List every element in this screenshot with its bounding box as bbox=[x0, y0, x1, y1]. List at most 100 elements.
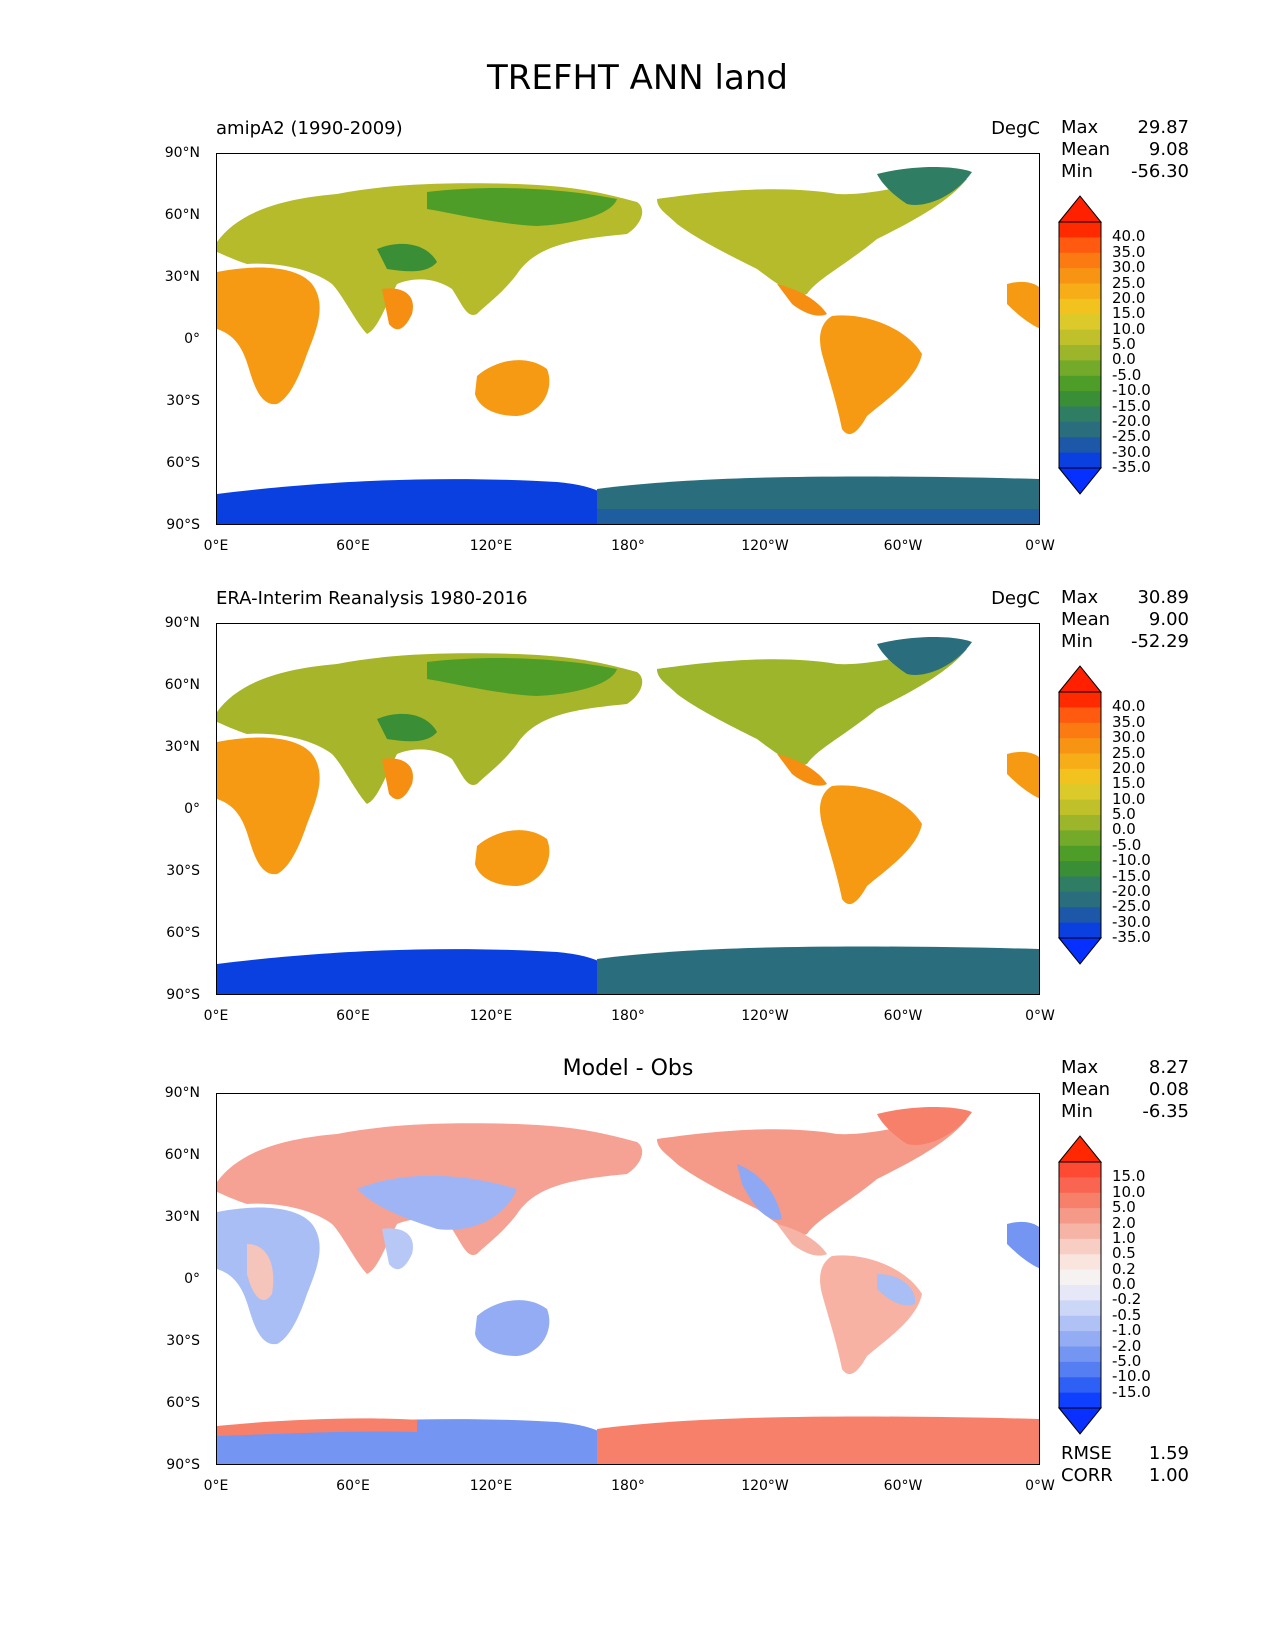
lat-label: 60°S bbox=[166, 925, 200, 941]
stat-min-value: -52.29 bbox=[1130, 631, 1189, 652]
colorbar-tick-label: -25.0 bbox=[1112, 897, 1151, 916]
colorbar-under-cap bbox=[1057, 1407, 1103, 1435]
colorbar-tick-label: 0.0 bbox=[1112, 350, 1136, 369]
stat-mean-label: Mean bbox=[1061, 1079, 1111, 1100]
lat-label: 60°S bbox=[166, 1395, 200, 1411]
colorbar-tick-label: 40.0 bbox=[1112, 227, 1146, 246]
colorbar-frame bbox=[1058, 691, 1102, 939]
colorbar-tick-label: -30.0 bbox=[1112, 442, 1151, 461]
lat-label: 0° bbox=[184, 1271, 200, 1287]
stat-mean-label: Mean bbox=[1061, 609, 1111, 630]
colorbar-frame bbox=[1058, 221, 1102, 469]
colorbar-segment bbox=[1059, 314, 1101, 331]
colorbar-tick-label: 35.0 bbox=[1112, 712, 1146, 731]
map-plot bbox=[216, 1093, 1040, 1465]
colorbar-tick-label: 15.0 bbox=[1112, 774, 1146, 793]
lat-label: 60°S bbox=[166, 455, 200, 471]
colorbar-segment bbox=[1059, 1346, 1101, 1363]
colorbar-tick-label: 1.0 bbox=[1112, 1228, 1136, 1247]
colorbar-tick-label: 5.0 bbox=[1112, 805, 1136, 823]
colorbar-segment bbox=[1059, 692, 1101, 708]
colorbar-tick-label: -5.0 bbox=[1112, 365, 1142, 384]
colorbar-segment bbox=[1059, 830, 1101, 847]
lat-label: 60°N bbox=[164, 1147, 200, 1163]
stat-max-label: Max bbox=[1061, 117, 1099, 138]
colorbar-segment bbox=[1059, 891, 1101, 908]
colorbar-segment bbox=[1059, 876, 1101, 893]
lon-label: 0°W bbox=[1025, 1478, 1055, 1494]
colorbar-tick-label: -10.0 bbox=[1112, 381, 1151, 400]
colorbar-tick-label: -10.0 bbox=[1112, 1367, 1151, 1386]
colorbar-segment bbox=[1059, 815, 1101, 831]
stat-min-value: -6.35 bbox=[1142, 1101, 1189, 1122]
colorbar-segment bbox=[1059, 907, 1101, 924]
stat-mean-value: 0.08 bbox=[1148, 1079, 1189, 1100]
corr-label: CORR bbox=[1061, 1465, 1113, 1486]
map-plot bbox=[216, 623, 1040, 995]
stats-block: Max 30.89 Mean 9.00 Min -52.29 bbox=[1061, 587, 1189, 653]
lat-label: 60°N bbox=[164, 677, 200, 693]
colorbar-tick-label: 0.0 bbox=[1112, 820, 1136, 839]
lon-label: 0°W bbox=[1025, 1008, 1055, 1024]
colorbar-segment bbox=[1059, 1269, 1101, 1286]
panel-left-title: amipA2 (1990-2009) bbox=[216, 118, 403, 139]
stat-min-label: Min bbox=[1061, 631, 1093, 652]
colorbar-segment bbox=[1059, 345, 1101, 361]
colorbar-tick-label: 10.0 bbox=[1112, 319, 1146, 338]
lat-label: 0° bbox=[184, 331, 200, 347]
lat-label: 30°N bbox=[164, 739, 200, 755]
colorbar-tick-label: -30.0 bbox=[1112, 912, 1151, 931]
lat-label: 30°S bbox=[166, 1333, 200, 1349]
colorbar-segment bbox=[1059, 1177, 1101, 1194]
panel-units: DegC bbox=[991, 588, 1040, 609]
lon-label: 120°W bbox=[741, 1008, 789, 1024]
colorbar-tick-label: 15.0 bbox=[1112, 1167, 1146, 1186]
rmse-value: 1.59 bbox=[1148, 1443, 1189, 1464]
colorbar-under-cap bbox=[1057, 937, 1103, 965]
colorbar-tick-label: 15.0 bbox=[1112, 304, 1146, 323]
lat-label: 90°N bbox=[164, 145, 200, 161]
colorbar-tick-label: -10.0 bbox=[1112, 851, 1151, 870]
colorbar-segment bbox=[1059, 1208, 1101, 1224]
lat-label: 90°S bbox=[166, 987, 200, 1003]
colorbar-tick-label: 2.0 bbox=[1112, 1213, 1136, 1232]
colorbar-tick-label: 40.0 bbox=[1112, 697, 1146, 716]
lat-label: 30°N bbox=[164, 1209, 200, 1225]
colorbar-segment bbox=[1059, 738, 1101, 754]
colorbar bbox=[1057, 665, 1103, 969]
colorbar-segment bbox=[1059, 298, 1101, 315]
colorbar-segment bbox=[1059, 391, 1101, 407]
lat-label: 90°N bbox=[164, 615, 200, 631]
colorbar-segment bbox=[1059, 1331, 1101, 1347]
lon-label: 60°E bbox=[336, 1478, 370, 1494]
lon-label: 0°E bbox=[203, 1478, 229, 1494]
lon-label: 180° bbox=[611, 538, 645, 554]
lat-label: 0° bbox=[184, 801, 200, 817]
colorbar-segment bbox=[1059, 722, 1101, 739]
colorbar-segment bbox=[1059, 437, 1101, 454]
colorbar-tick-label: -1.0 bbox=[1112, 1321, 1142, 1340]
stat-max-value: 29.87 bbox=[1137, 117, 1189, 138]
colorbar-segment bbox=[1059, 1238, 1101, 1255]
lon-label: 0°W bbox=[1025, 538, 1055, 554]
lon-label: 120°W bbox=[741, 1478, 789, 1494]
stats-block: Max 29.87 Mean 9.08 Min -56.30 bbox=[1061, 117, 1189, 183]
lon-label: 0°E bbox=[203, 1008, 229, 1024]
colorbar-tick-label: -0.5 bbox=[1112, 1305, 1142, 1324]
colorbar-segment bbox=[1059, 375, 1101, 392]
stat-min-label: Min bbox=[1061, 1101, 1093, 1122]
colorbar-under-cap bbox=[1057, 467, 1103, 495]
stat-min-value: -56.30 bbox=[1130, 161, 1189, 182]
colorbar-tick-label: 5.0 bbox=[1112, 335, 1136, 353]
stat-max-label: Max bbox=[1061, 1057, 1099, 1078]
panel-left-title: ERA-Interim Reanalysis 1980-2016 bbox=[216, 588, 528, 609]
colorbar-segment bbox=[1059, 707, 1101, 724]
lon-label: 60°E bbox=[336, 538, 370, 554]
lat-label: 90°N bbox=[164, 1085, 200, 1101]
stats-block: Max 8.27 Mean 0.08 Min -6.35 bbox=[1061, 1057, 1189, 1123]
colorbar-svg bbox=[1057, 1135, 1103, 1435]
colorbar-tick-label: -15.0 bbox=[1112, 866, 1151, 885]
stat-min-label: Min bbox=[1061, 161, 1093, 182]
colorbar-segment bbox=[1059, 1162, 1101, 1178]
panel-units: DegC bbox=[991, 118, 1040, 139]
